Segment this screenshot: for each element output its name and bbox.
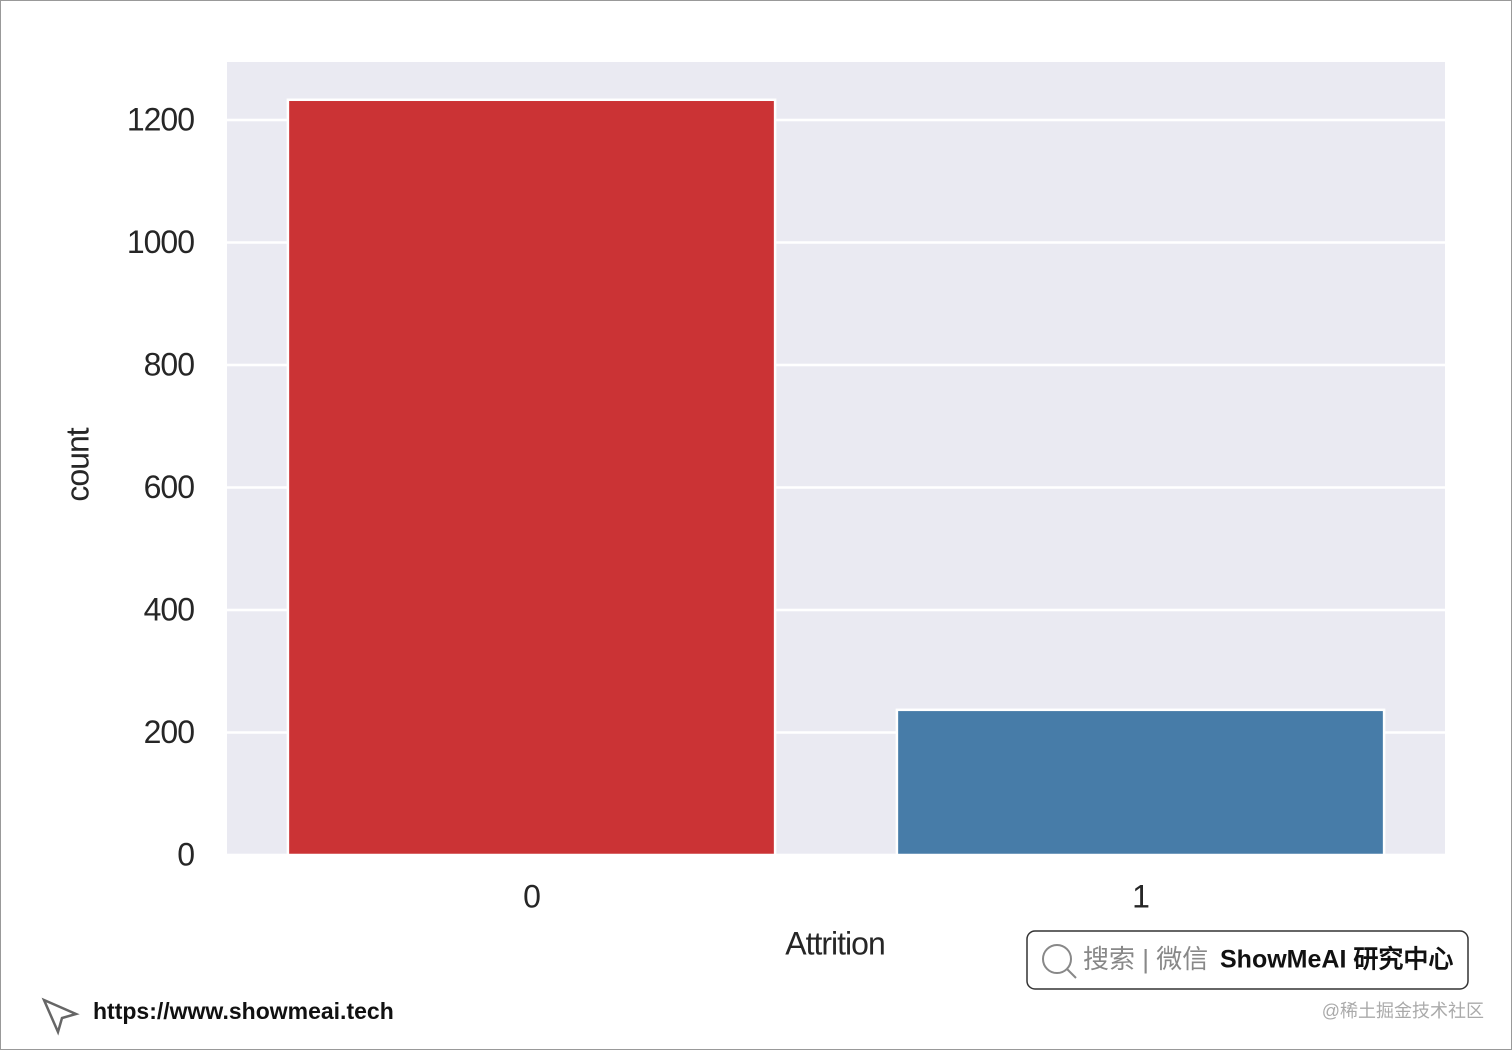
y-tick-label: 800	[144, 346, 195, 382]
y-tick-label: 1200	[127, 101, 194, 137]
y-axis-label: count	[59, 427, 95, 501]
search-badge	[1026, 930, 1469, 990]
x-tick-label: 1	[1132, 878, 1149, 914]
search-prefix: 搜索 | 微信	[1083, 944, 1208, 974]
url: https://www.showmeai.tech	[93, 998, 394, 1024]
y-tick-label: 1000	[127, 224, 194, 260]
search-icon-handle	[1066, 968, 1077, 979]
y-tick-label: 0	[177, 836, 194, 872]
cursor-icon	[41, 997, 80, 1036]
search-icon	[1042, 944, 1072, 974]
y-tick-label: 200	[144, 714, 195, 750]
marks	[286, 98, 1386, 857]
search-brand: ShowMeAI 研究中心	[1220, 945, 1453, 974]
y-tick-label: 600	[144, 469, 195, 505]
bar	[895, 708, 1386, 857]
x-tick-label: 0	[523, 878, 540, 914]
x-axis-label: Attrition	[785, 925, 884, 961]
y-tick-label: 400	[144, 591, 195, 627]
credit: @稀土掘金技术社区	[1322, 1001, 1484, 1021]
bar	[286, 98, 777, 857]
